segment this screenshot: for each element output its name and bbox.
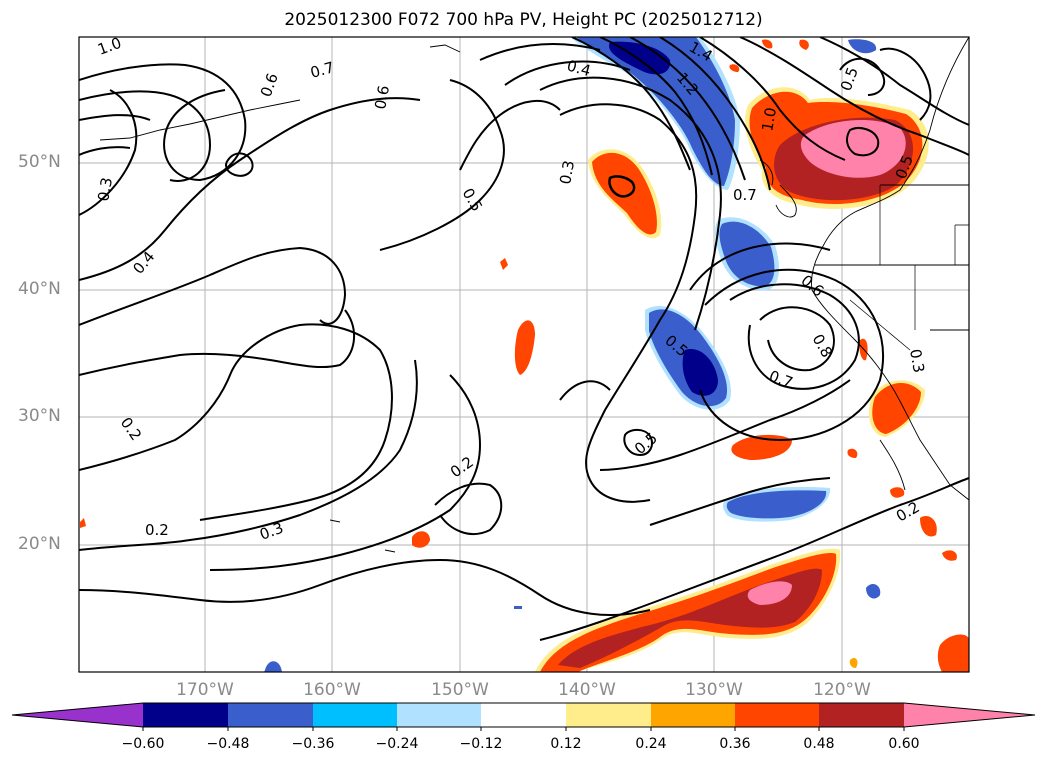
colorbar-tick: 0.36 <box>719 736 751 752</box>
svg-text:0.3: 0.3 <box>906 348 928 375</box>
colorbar-tick: −0.36 <box>291 736 335 752</box>
colorbar-tick: 0.12 <box>550 736 582 752</box>
contour-labels: 1.0 0.7 0.6 0.6 0.3 0.4 0.2 0.2 0.3 0.2 … <box>94 37 928 544</box>
lon-label-120w: 120°W <box>813 680 871 700</box>
colorbar-tick: 0.24 <box>635 736 667 752</box>
colorbar-tick: −0.24 <box>375 736 419 752</box>
lat-label-40n: 40°N <box>18 279 61 299</box>
colorbar-extend-min <box>12 703 143 727</box>
svg-text:0.2: 0.2 <box>145 521 169 539</box>
svg-text:0.4: 0.4 <box>565 56 593 80</box>
colorbar-tick: 0.60 <box>888 736 920 752</box>
colorbar-tick: −0.12 <box>459 736 503 752</box>
map-title: 2025012300 F072 700 hPa PV, Height PC (2… <box>284 10 763 30</box>
colorbar-tick: 0.48 <box>803 736 835 752</box>
plot-frame <box>78 36 970 673</box>
svg-text:0.3: 0.3 <box>94 176 116 203</box>
svg-text:0.7: 0.7 <box>308 58 336 82</box>
height-contours <box>79 37 969 641</box>
lon-label-160w: 160°W <box>303 680 361 700</box>
colorbar-extend-max <box>904 703 1035 727</box>
svg-text:1.0: 1.0 <box>758 106 780 133</box>
svg-text:0.6: 0.6 <box>371 84 393 111</box>
lat-label-20n: 20°N <box>18 534 61 554</box>
lon-label-150w: 150°W <box>431 680 489 700</box>
svg-text:0.7: 0.7 <box>733 186 757 204</box>
lon-label-140w: 140°W <box>558 680 616 700</box>
colorbar-tick: −0.60 <box>121 736 165 752</box>
state-borders <box>849 185 969 351</box>
lon-label-130w: 130°W <box>685 680 743 700</box>
colorbar-tick: −0.48 <box>206 736 250 752</box>
lon-label-170w: 170°W <box>176 680 234 700</box>
colorbar <box>11 702 1036 731</box>
lat-label-30n: 30°N <box>18 406 61 426</box>
lat-label-50n: 50°N <box>18 152 61 172</box>
svg-text:0.3: 0.3 <box>556 159 578 186</box>
